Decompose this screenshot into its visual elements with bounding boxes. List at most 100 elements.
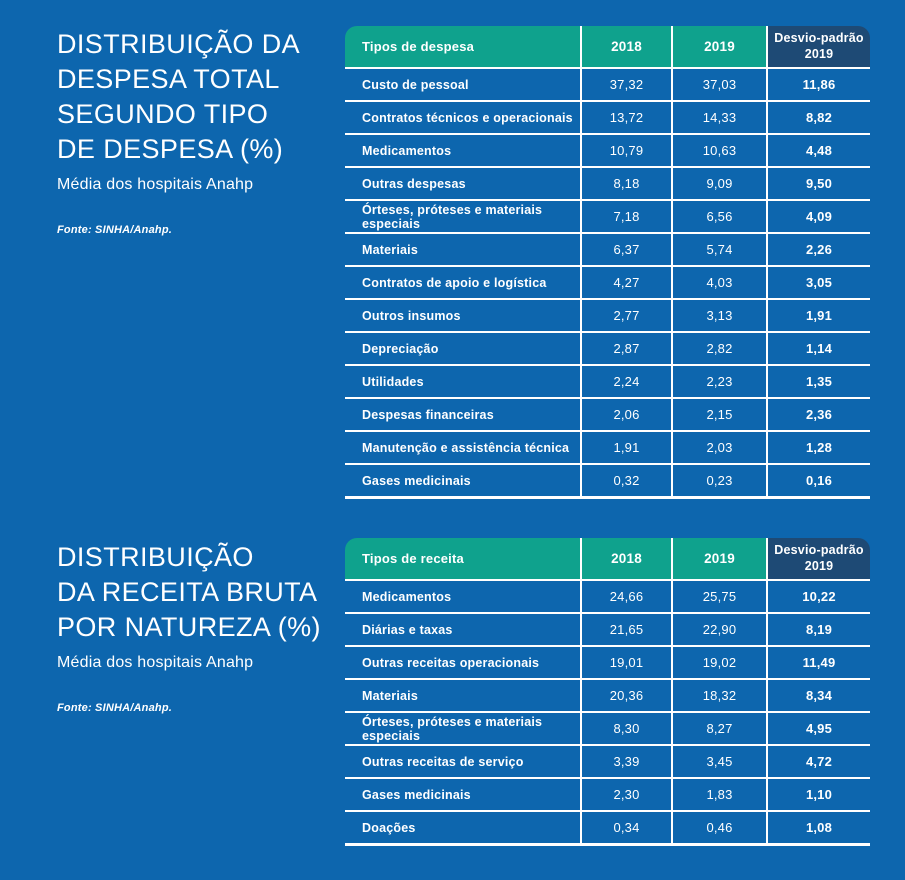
row-value: 3,13 — [673, 300, 768, 333]
title-line: DA RECEITA BRUTA — [57, 577, 318, 607]
column-header-type: Tipos de despesa — [345, 26, 582, 69]
row-value: 4,48 — [768, 135, 870, 168]
table-row: Doações 0,34 0,46 1,08 — [345, 812, 870, 846]
table-row: Despesas financeiras 2,06 2,15 2,36 — [345, 399, 870, 432]
row-value: 2,82 — [673, 333, 768, 366]
column-header-stddev: Desvio-padrão 2019 — [768, 538, 870, 581]
source-note: Fonte: SINHA/Anahp. — [57, 702, 173, 714]
row-value: 2,26 — [768, 234, 870, 267]
expense-section-heading: DISTRIBUIÇÃO DA DESPESA TOTAL SEGUNDO TI… — [57, 27, 300, 236]
row-label: Materiais — [345, 234, 582, 267]
table-row: Contratos técnicos e operacionais 13,72 14… — [345, 102, 870, 135]
expense-table: Tipos de despesa 2018 2019 Desvio-padrão… — [345, 26, 870, 499]
row-label: Depreciação — [345, 333, 582, 366]
revenue-table-body: Medicamentos 24,66 25,75 10,22 Diárias e tax… — [345, 581, 870, 846]
title-line: DISTRIBUIÇÃO — [57, 542, 254, 572]
row-value: 19,01 — [582, 647, 673, 680]
row-value: 22,90 — [673, 614, 768, 647]
column-header-2018: 2018 — [582, 26, 673, 69]
title-line: DISTRIBUIÇÃO DA — [57, 29, 301, 59]
row-value: 2,24 — [582, 366, 673, 399]
section-title: DISTRIBUIÇÃO DA RECEITA BRUTA POR NATURE… — [57, 540, 321, 645]
row-label: Outras despesas — [345, 168, 582, 201]
row-value: 11,49 — [768, 647, 870, 680]
row-value: 8,19 — [768, 614, 870, 647]
row-label: Diárias e taxas — [345, 614, 582, 647]
title-line: DESPESA TOTAL — [57, 64, 280, 94]
table-row: Medicamentos 10,79 10,63 4,48 — [345, 135, 870, 168]
section-subtitle: Média dos hospitais Anahp — [57, 176, 254, 193]
row-value: 8,82 — [768, 102, 870, 135]
row-value: 20,36 — [582, 680, 673, 713]
row-value: 2,03 — [673, 432, 768, 465]
row-value: 24,66 — [582, 581, 673, 614]
revenue-table-header: Tipos de receita 2018 2019 Desvio-padrão… — [345, 538, 870, 581]
table-row: Órteses, próteses e materiais especiais 8… — [345, 713, 870, 746]
row-value: 1,91 — [768, 300, 870, 333]
row-value: 25,75 — [673, 581, 768, 614]
row-value: 6,56 — [673, 201, 768, 234]
row-label: Gases medicinais — [345, 465, 582, 499]
row-label: Utilidades — [345, 366, 582, 399]
table-row: Contratos de apoio e logística 4,27 4,03 3,… — [345, 267, 870, 300]
table-row: Materiais 20,36 18,32 8,34 — [345, 680, 870, 713]
row-label: Órteses, próteses e materiais especiais — [345, 713, 582, 746]
row-value: 2,23 — [673, 366, 768, 399]
table-row: Outras receitas de serviço 3,39 3,45 4,72 — [345, 746, 870, 779]
row-label: Contratos de apoio e logística — [345, 267, 582, 300]
title-line: DE DESPESA (%) — [57, 134, 284, 164]
row-value: 0,23 — [673, 465, 768, 499]
row-value: 13,72 — [582, 102, 673, 135]
row-label: Outras receitas operacionais — [345, 647, 582, 680]
row-label: Materiais — [345, 680, 582, 713]
row-value: 8,34 — [768, 680, 870, 713]
row-value: 1,35 — [768, 366, 870, 399]
row-label: Contratos técnicos e operacionais — [345, 102, 582, 135]
column-header-stddev: Desvio-padrão 2019 — [768, 26, 870, 69]
row-value: 0,46 — [673, 812, 768, 846]
row-value: 8,27 — [673, 713, 768, 746]
row-value: 7,18 — [582, 201, 673, 234]
source-note: Fonte: SINHA/Anahp. — [57, 224, 173, 236]
table-row: Medicamentos 24,66 25,75 10,22 — [345, 581, 870, 614]
table-row: Gases medicinais 2,30 1,83 1,10 — [345, 779, 870, 812]
row-label: Despesas financeiras — [345, 399, 582, 432]
row-value: 4,03 — [673, 267, 768, 300]
row-value: 2,06 — [582, 399, 673, 432]
table-row: Utilidades 2,24 2,23 1,35 — [345, 366, 870, 399]
row-value: 8,30 — [582, 713, 673, 746]
row-label: Órteses, próteses e materiais especiais — [345, 201, 582, 234]
header-row: Tipos de despesa 2018 2019 Desvio-padrão… — [345, 26, 870, 69]
row-value: 10,63 — [673, 135, 768, 168]
header-row: Tipos de receita 2018 2019 Desvio-padrão… — [345, 538, 870, 581]
expense-table-body: Custo de pessoal 37,32 37,03 11,86 Contratos… — [345, 69, 870, 499]
row-label: Gases medicinais — [345, 779, 582, 812]
table-row: Diárias e taxas 21,65 22,90 8,19 — [345, 614, 870, 647]
row-value: 5,74 — [673, 234, 768, 267]
row-value: 1,08 — [768, 812, 870, 846]
row-value: 1,28 — [768, 432, 870, 465]
title-line: POR NATUREZA (%) — [57, 612, 321, 642]
row-value: 1,14 — [768, 333, 870, 366]
column-header-2019: 2019 — [673, 26, 768, 69]
table-row: Outros insumos 2,77 3,13 1,91 — [345, 300, 870, 333]
table-row: Outras receitas operacionais 19,01 19,02 11… — [345, 647, 870, 680]
row-value: 0,34 — [582, 812, 673, 846]
section-subtitle: Média dos hospitais Anahp — [57, 654, 254, 671]
row-value: 2,77 — [582, 300, 673, 333]
section-title: DISTRIBUIÇÃO DA DESPESA TOTAL SEGUNDO TI… — [57, 27, 300, 167]
column-header-type: Tipos de receita — [345, 538, 582, 581]
row-label: Outras receitas de serviço — [345, 746, 582, 779]
revenue-section-heading: DISTRIBUIÇÃO DA RECEITA BRUTA POR NATURE… — [57, 540, 321, 714]
table-row: Gases medicinais 0,32 0,23 0,16 — [345, 465, 870, 499]
row-value: 19,02 — [673, 647, 768, 680]
row-value: 11,86 — [768, 69, 870, 102]
row-value: 2,36 — [768, 399, 870, 432]
expense-table-header: Tipos de despesa 2018 2019 Desvio-padrão… — [345, 26, 870, 69]
row-label: Outros insumos — [345, 300, 582, 333]
row-value: 10,79 — [582, 135, 673, 168]
row-value: 1,10 — [768, 779, 870, 812]
row-value: 3,39 — [582, 746, 673, 779]
row-value: 1,83 — [673, 779, 768, 812]
